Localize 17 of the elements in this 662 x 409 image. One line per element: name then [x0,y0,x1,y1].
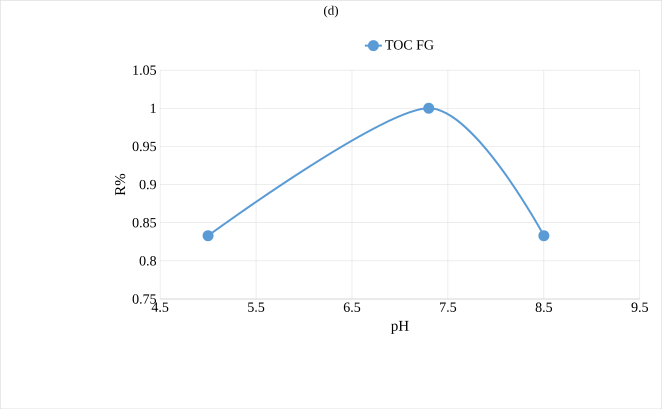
x-tick-label: 4.5 [152,302,168,312]
x-tick-label: 7.5 [440,302,456,312]
x-tick-label: 8.5 [536,302,552,312]
x-axis-title: pH [391,320,409,334]
chart-title: (d) [324,6,338,18]
x-tick-label: 5.5 [248,302,264,312]
y-tick-label: 1.05 [133,65,156,75]
y-tick-label: 1 [150,104,156,113]
legend-label: TOC FG [385,40,434,50]
y-tick-label: 0.95 [132,142,156,152]
x-tick-label: 9.5 [632,302,648,312]
y-tick-label: 0.9 [140,180,156,190]
y-axis-title: R% [115,174,126,196]
y-tick-label: 0.8 [140,256,156,266]
x-tick-label: 6.5 [344,302,360,312]
y-tick-label: 0.75 [132,294,156,304]
y-tick-label: 0.85 [132,218,156,228]
